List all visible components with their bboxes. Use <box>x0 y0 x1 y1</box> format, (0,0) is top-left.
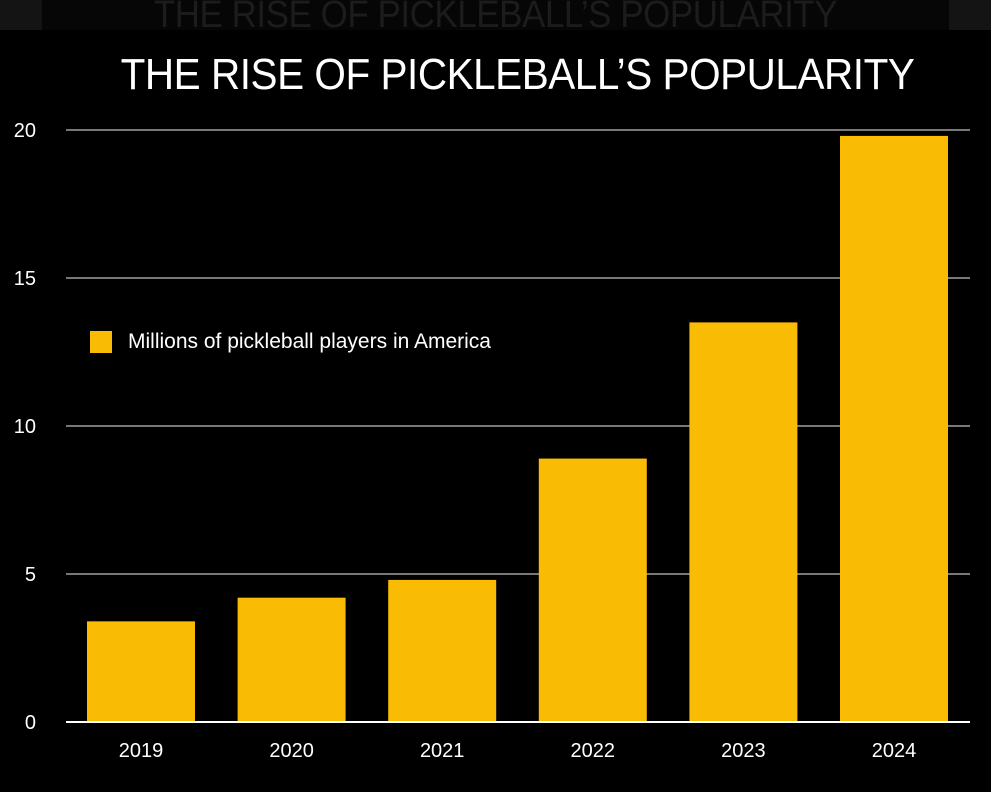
top-band: THE RISE OF PICKLEBALL’S POPULARITY <box>0 0 991 36</box>
y-tick-label: 10 <box>14 416 36 438</box>
y-tick-label: 5 <box>25 564 36 586</box>
bar-2021 <box>388 579 497 722</box>
bar-2019 <box>87 621 195 722</box>
x-tick-label: 2023 <box>721 740 766 762</box>
corner-block-left <box>0 0 42 30</box>
x-tick-label: 2024 <box>872 740 917 762</box>
y-tick-labels: 0 5 10 15 20 <box>14 120 36 734</box>
legend-label: Millions of pickleball players in Americ… <box>128 330 491 353</box>
y-tick-label: 0 <box>25 712 36 734</box>
x-tick-labels: 2019 2020 2021 2022 2023 2024 <box>119 740 917 762</box>
legend-swatch <box>90 331 112 353</box>
x-tick-label: 2020 <box>269 740 314 762</box>
x-tick-label: 2022 <box>571 740 616 762</box>
legend: Millions of pickleball players in Americ… <box>90 330 491 354</box>
x-tick-label: 2021 <box>420 740 465 762</box>
x-tick-label: 2019 <box>119 740 164 762</box>
y-tick-label: 15 <box>14 268 36 290</box>
bars <box>87 135 948 723</box>
corner-block-right <box>949 0 991 30</box>
bar-2023 <box>689 322 798 722</box>
ghost-title: THE RISE OF PICKLEBALL’S POPULARITY <box>153 0 838 36</box>
gridlines <box>66 129 970 575</box>
bar-2020 <box>237 597 346 722</box>
y-tick-label: 20 <box>14 120 36 142</box>
bar-2024 <box>840 135 948 723</box>
bar-2022 <box>538 458 647 722</box>
chart-title: THE RISE OF PICKLEBALL’S POPULARITY <box>120 50 915 99</box>
